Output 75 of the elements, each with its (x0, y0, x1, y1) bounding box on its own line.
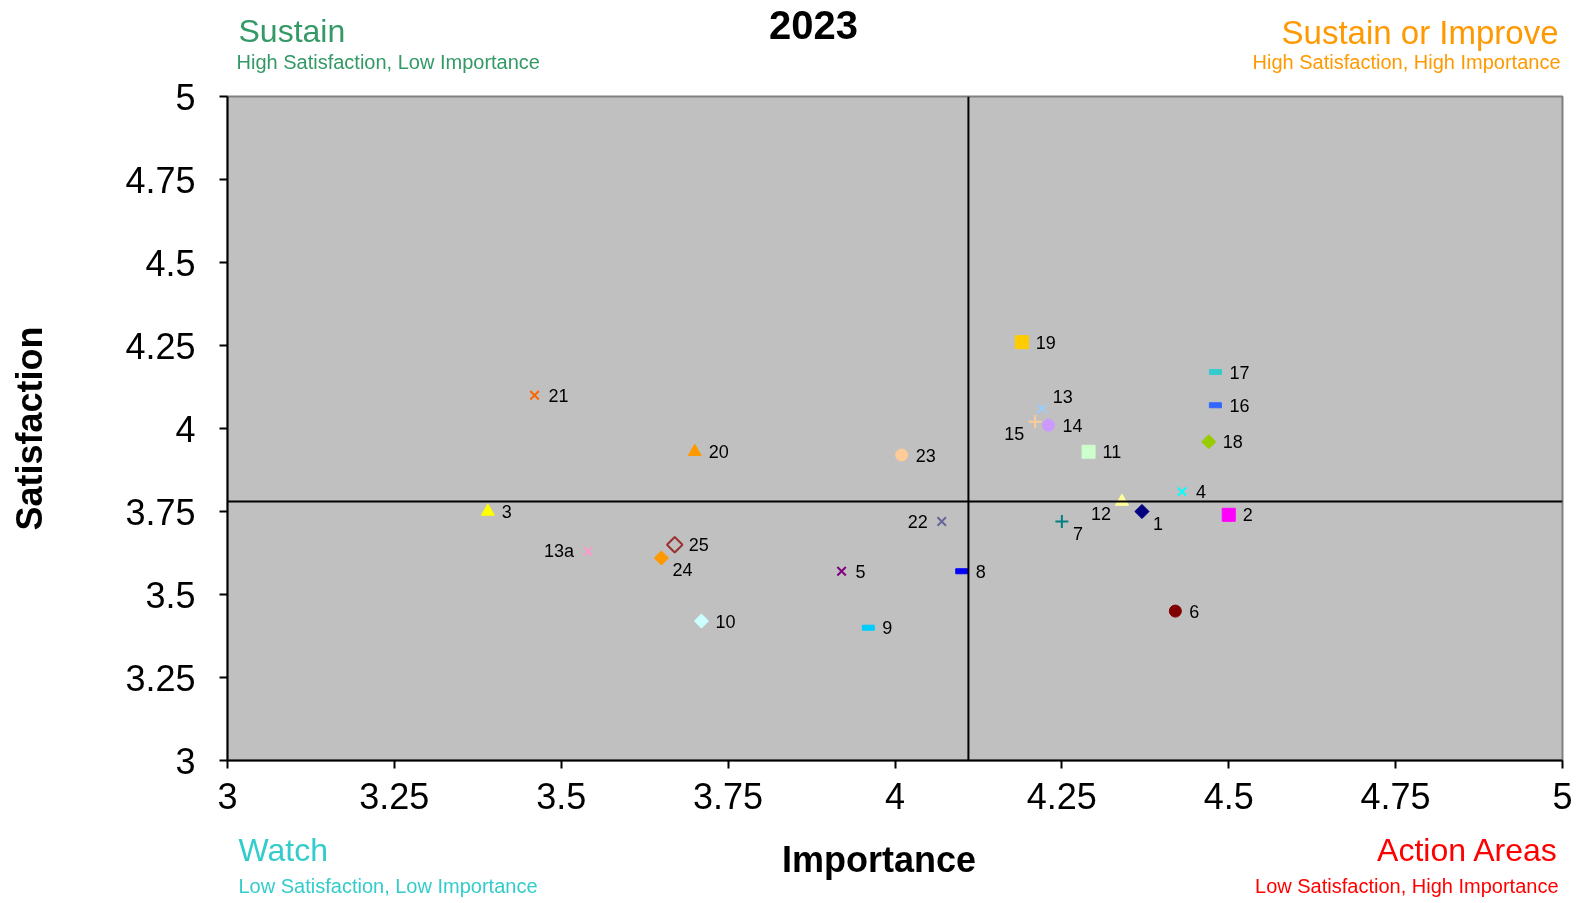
text: Low Satisfaction, Low Importance (238, 874, 538, 897)
y-tick-label: 4.75 (125, 159, 196, 201)
series-label: 17 (1229, 362, 1250, 383)
point (480, 503, 495, 516)
x-tick-label: 3 (217, 775, 238, 817)
y-tick-label: 5 (175, 76, 196, 118)
y-axis-title: Satisfaction (9, 326, 51, 531)
x-tick-label: 5 (1552, 775, 1573, 817)
series-label: 22 (907, 511, 928, 532)
y-tick-label: 3.5 (145, 574, 196, 616)
x-tick-label: 4.25 (1026, 775, 1097, 817)
text: Low Satisfaction, High Importance (1255, 874, 1559, 897)
x-tick-label: 3.25 (359, 775, 430, 817)
point (582, 546, 594, 557)
series-label: 19 (1035, 332, 1056, 353)
series-label: 11 (1102, 442, 1122, 463)
point (1042, 418, 1056, 432)
point (665, 535, 684, 554)
series-label: 13 (1052, 387, 1073, 408)
series-label: 4 (1196, 482, 1207, 503)
x-axis-title: Importance (781, 839, 977, 880)
y-tick-label: 3.75 (125, 491, 196, 533)
point (693, 613, 709, 629)
series-label: 10 (715, 611, 736, 632)
point (1081, 444, 1096, 459)
series-label: 16 (1229, 395, 1250, 416)
y-tick-label: 4.25 (125, 325, 196, 367)
series-label: 23 (915, 445, 936, 466)
x-tick-label: 3.5 (536, 775, 587, 817)
series-label: 25 (688, 535, 709, 556)
x-tick-label: 4 (884, 775, 906, 817)
text: High Satisfaction, Low Importance (236, 50, 540, 73)
point (936, 516, 947, 527)
x-tick-label: 4.5 (1203, 775, 1254, 817)
y-tick-label: 3.25 (125, 657, 196, 699)
series-label: 15 (1004, 424, 1025, 445)
series-label: 6 (1189, 601, 1200, 622)
series-label: 24 (672, 560, 693, 581)
series-label: 8 (975, 561, 986, 582)
point (653, 550, 669, 566)
series-label: 7 (1072, 523, 1083, 544)
series-label: 13a (543, 541, 575, 562)
series-label: 3 (501, 502, 512, 522)
chart-title: 2023 (769, 2, 858, 47)
text: Sustain or Improve (1281, 14, 1559, 51)
series-label: 18 (1222, 432, 1243, 453)
text: High Satisfaction, High Importance (1252, 50, 1561, 73)
series-label: 21 (548, 385, 569, 406)
point (836, 566, 847, 577)
point (1054, 513, 1070, 529)
point (1176, 486, 1188, 497)
point (1014, 335, 1029, 350)
point (1168, 604, 1182, 618)
point (529, 390, 540, 401)
series-label: 14 (1062, 415, 1083, 436)
point (1221, 507, 1236, 522)
point (1027, 414, 1043, 430)
point (1036, 403, 1048, 414)
y-tick-label: 4.5 (145, 242, 196, 284)
text: Action Areas (1377, 831, 1557, 868)
series-label: 12 (1090, 504, 1111, 525)
point (1134, 503, 1150, 520)
series-label: 5 (855, 561, 866, 582)
x-tick-label: 4.75 (1360, 775, 1431, 817)
series-label: 1 (1152, 514, 1163, 534)
point (1201, 434, 1217, 450)
series-label: 20 (708, 442, 729, 463)
text: Watch (238, 831, 328, 868)
point (895, 448, 909, 462)
series-label: 9 (882, 618, 893, 639)
x-tick-label: 3.75 (693, 775, 764, 817)
y-tick-label: 4 (175, 408, 196, 450)
y-tick-label: 3 (175, 740, 196, 782)
text: Sustain (238, 12, 346, 49)
series-label: 2 (1242, 505, 1253, 526)
